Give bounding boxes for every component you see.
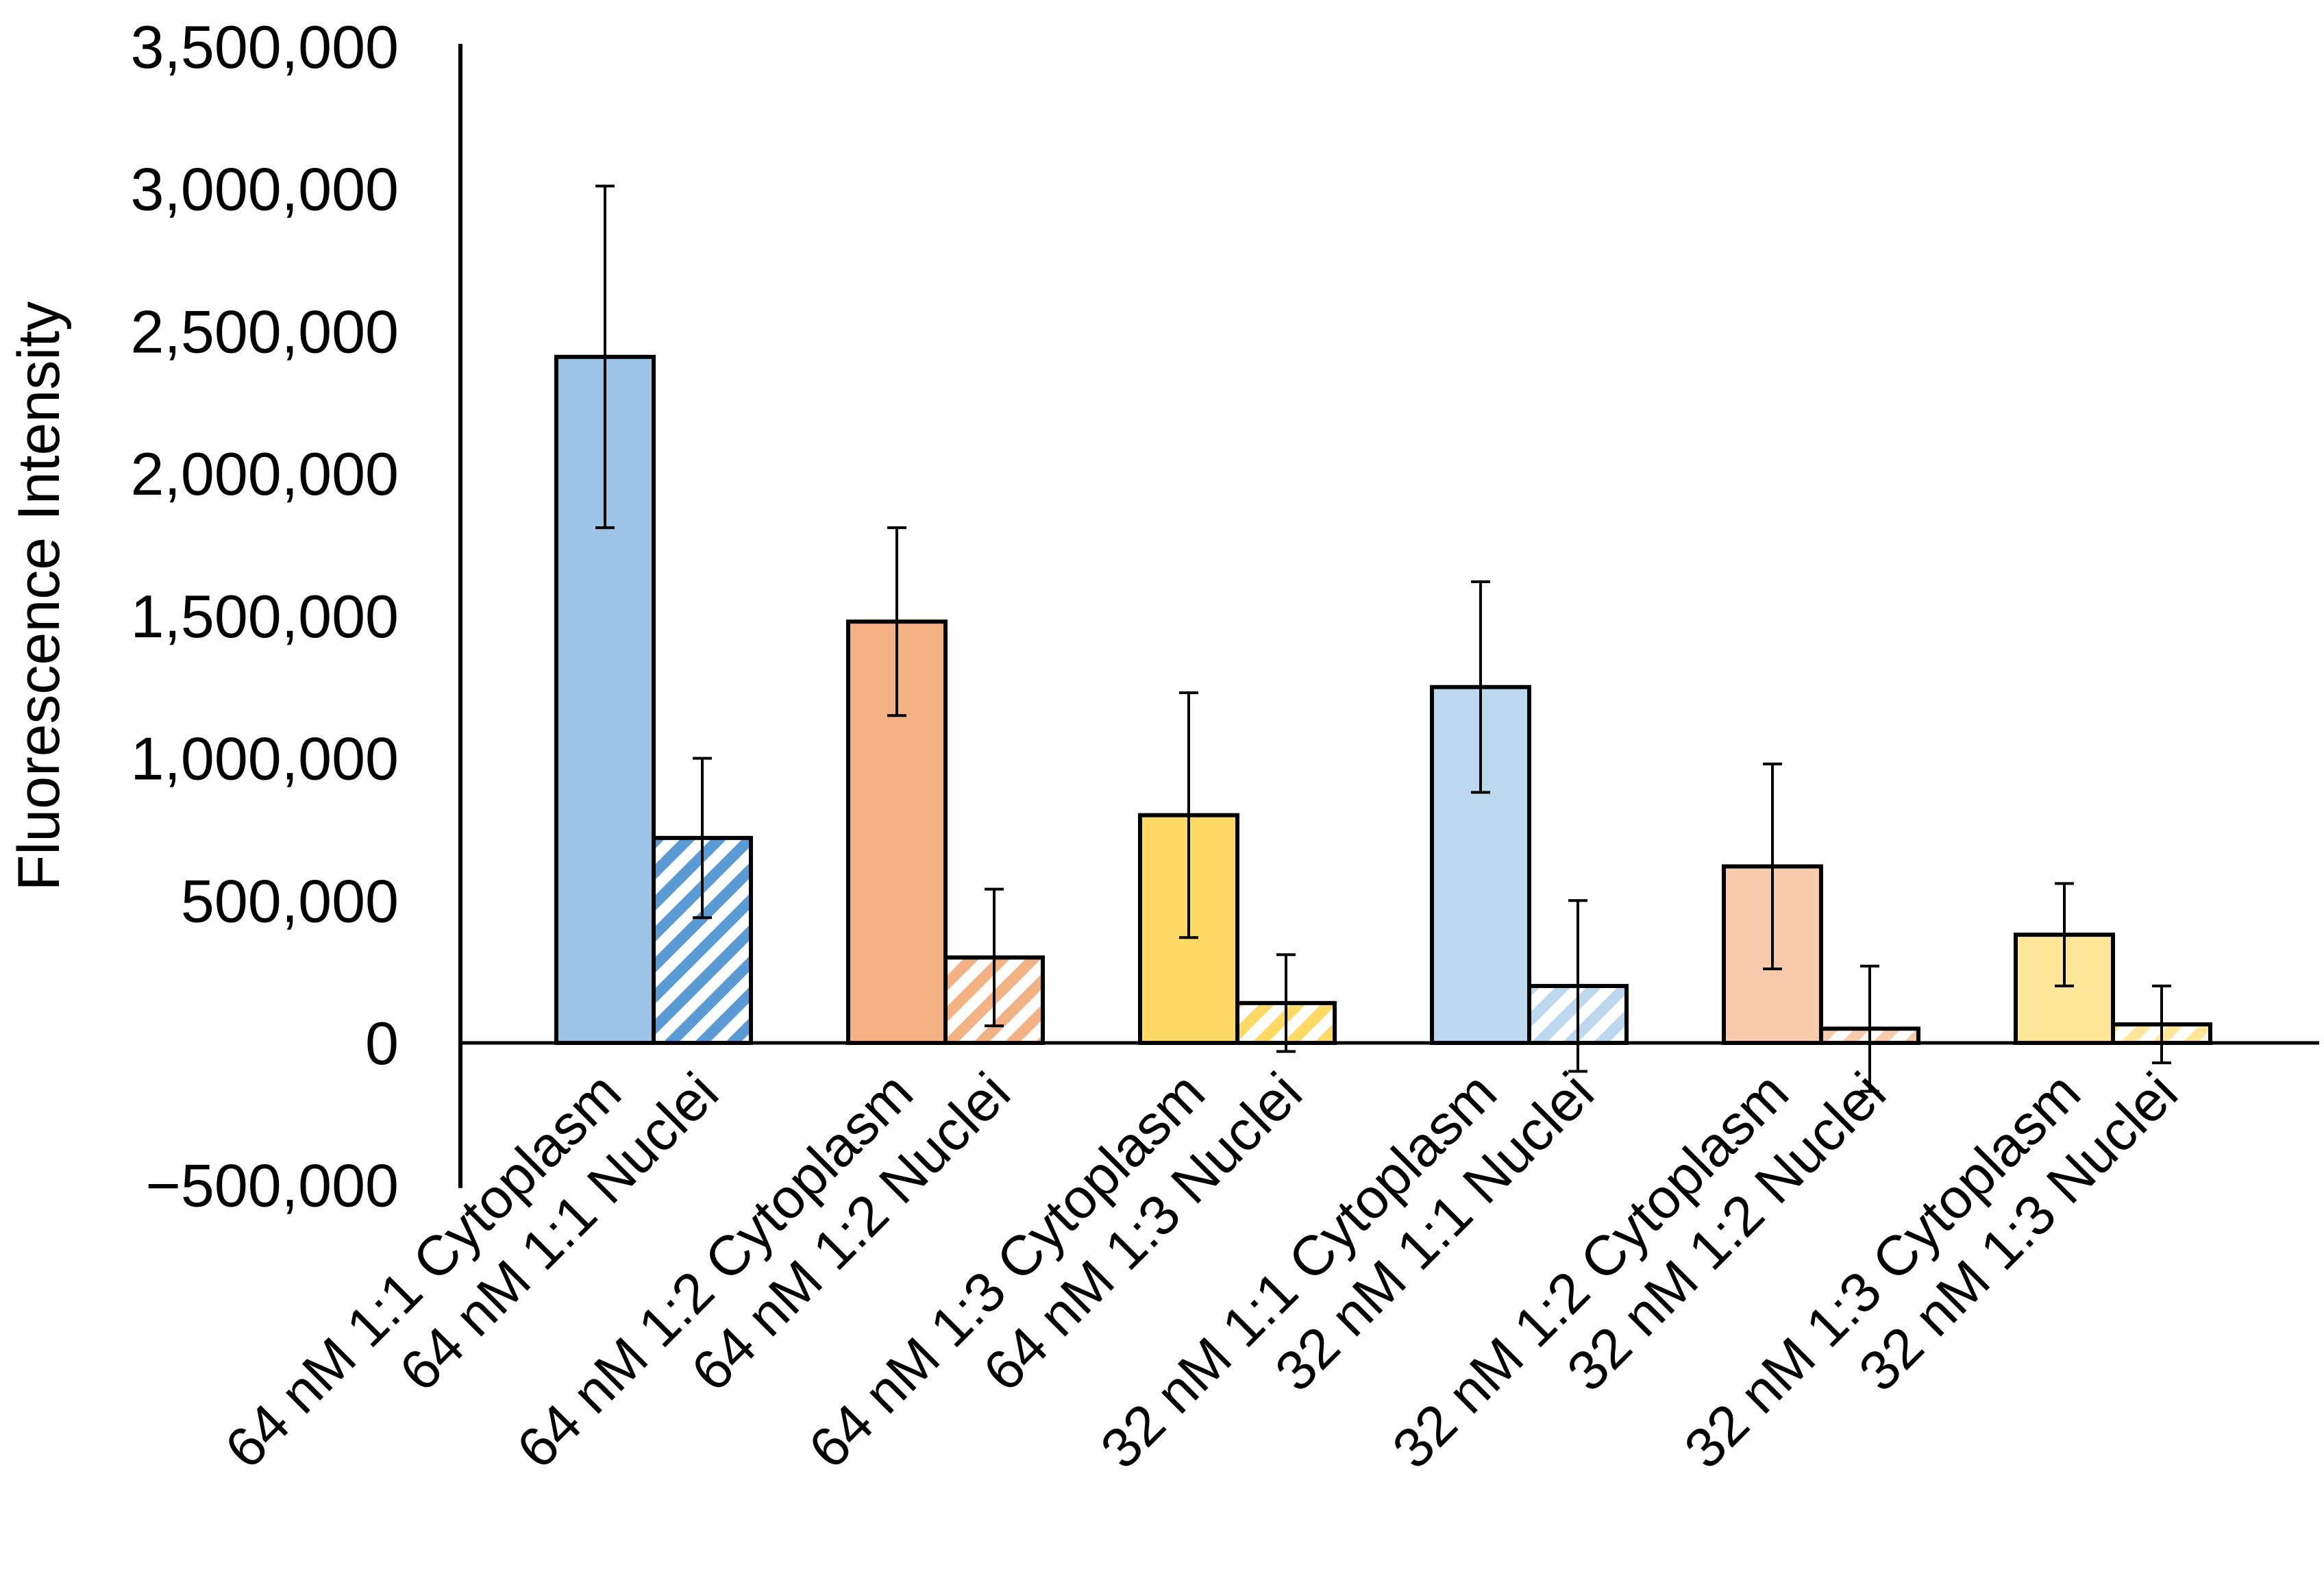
y-tick-label: 0 xyxy=(365,1009,399,1077)
y-axis-label: Fluorescence Intensity xyxy=(6,301,72,891)
y-tick-labels: −500,000 0 500,000 1,000,000 1,500,000 2,000,… xyxy=(131,13,399,1220)
error-bars-layer xyxy=(595,184,2171,1093)
y-tick-label: 1,000,000 xyxy=(131,725,399,793)
y-tick-label: −500,000 xyxy=(146,1152,399,1220)
y-tick-label: 2,000,000 xyxy=(131,440,399,508)
y-tick-label: 1,500,000 xyxy=(131,582,399,650)
y-tick-label: 3,500,000 xyxy=(131,13,399,81)
bars-layer xyxy=(554,354,2212,1046)
y-tick-label: 2,500,000 xyxy=(131,297,399,365)
y-tick-label: 500,000 xyxy=(181,867,399,935)
y-tick-label: 3,000,000 xyxy=(131,156,399,223)
